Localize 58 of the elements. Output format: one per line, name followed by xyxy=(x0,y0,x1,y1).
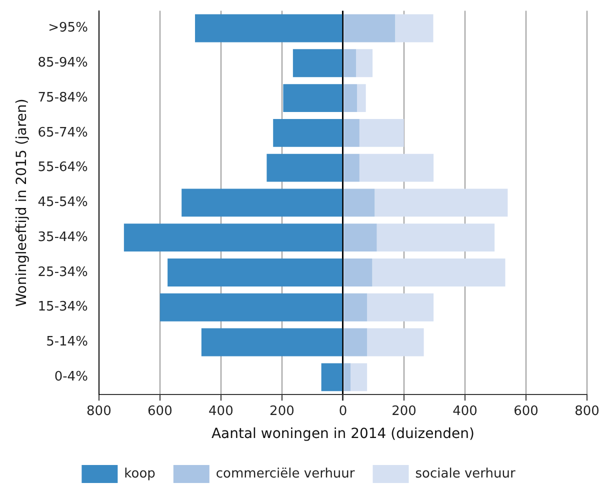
bar xyxy=(344,258,372,286)
y-tick-label: 15-34% xyxy=(38,300,88,315)
bar xyxy=(344,363,351,392)
bar xyxy=(367,293,434,322)
bar xyxy=(372,258,506,286)
bar xyxy=(395,14,434,42)
bar xyxy=(292,49,342,78)
bar xyxy=(201,328,342,356)
bar xyxy=(283,84,342,112)
y-tick-label: 25-34% xyxy=(38,264,88,280)
legend-label: commerciële verhuur xyxy=(216,466,356,482)
legend-label: koop xyxy=(124,466,156,482)
bar xyxy=(195,14,342,42)
bar xyxy=(124,224,342,252)
bar xyxy=(367,328,424,356)
bar xyxy=(359,154,434,182)
bar xyxy=(344,49,356,78)
x-axis-title: Aantal woningen in 2014 (duizenden) xyxy=(211,426,474,442)
bar xyxy=(168,258,342,286)
bar xyxy=(344,84,357,112)
bar xyxy=(160,293,342,322)
y-tick-label: 45-54% xyxy=(38,195,88,210)
bar xyxy=(350,363,368,392)
y-tick-label: 5-14% xyxy=(46,334,88,350)
bar xyxy=(344,224,377,252)
bar xyxy=(344,154,360,182)
bar xyxy=(266,154,342,182)
bar xyxy=(273,118,342,147)
bar xyxy=(344,188,375,217)
x-tick-label: 600 xyxy=(148,404,172,419)
bar xyxy=(182,188,342,217)
bar xyxy=(374,188,508,217)
legend-label: sociale verhuur xyxy=(415,466,516,482)
bar xyxy=(344,118,360,147)
y-tick-label: 85-94% xyxy=(38,56,88,71)
bar xyxy=(356,49,373,78)
bar xyxy=(376,224,495,252)
bar xyxy=(344,293,368,322)
y-axis-title: Woningleeftijd in 2015 (jaren) xyxy=(14,98,30,307)
x-tick-label: 200 xyxy=(392,404,416,419)
x-tick-label: 400 xyxy=(208,404,234,419)
y-tick-label: 55-64% xyxy=(38,160,88,176)
bar xyxy=(344,328,368,356)
y-tick-label: 75-84% xyxy=(38,90,88,106)
bar xyxy=(344,14,396,42)
y-tick-label: 65-74% xyxy=(38,125,88,140)
x-tick-label: 800 xyxy=(574,404,600,419)
bar xyxy=(356,84,366,112)
x-tick-label: 0 xyxy=(338,404,348,419)
y-tick-label: 0-4% xyxy=(54,370,88,385)
x-tick-label: 600 xyxy=(514,404,538,419)
bar xyxy=(321,363,342,392)
y-tick-label: >95% xyxy=(48,20,88,36)
x-tick-label: 400 xyxy=(452,404,478,419)
y-tick-label: 35-44% xyxy=(38,230,88,245)
x-tick-label: 200 xyxy=(270,404,294,419)
bar xyxy=(359,118,404,147)
x-tick-label: 800 xyxy=(86,404,112,419)
